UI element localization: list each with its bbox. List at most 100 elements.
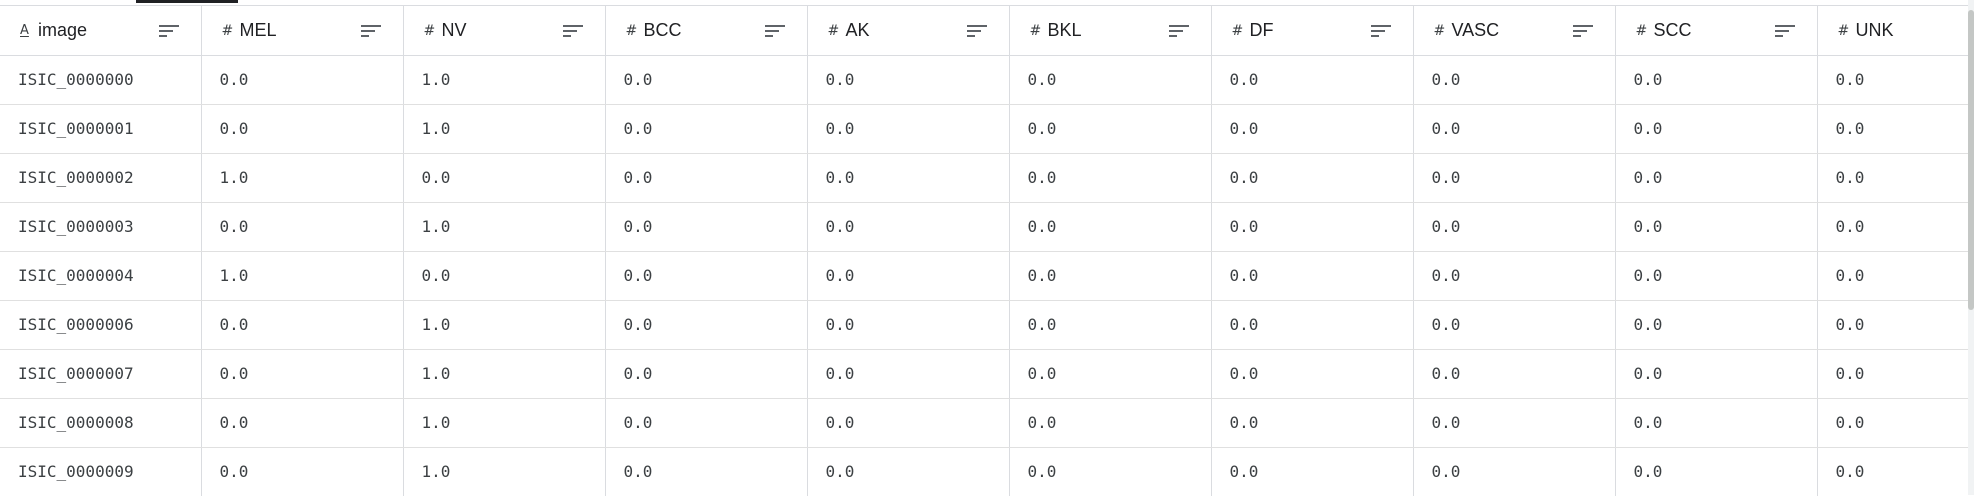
cell-unk-value[interactable]: 0.0 [1817,252,1968,301]
cell-image-id[interactable]: ISIC_0000002 [0,154,201,203]
cell-image-id[interactable]: ISIC_0000007 [0,350,201,399]
cell-ak-value[interactable]: 0.0 [807,56,1009,105]
cell-df-value[interactable]: 0.0 [1211,203,1413,252]
cell-mel-value[interactable]: 0.0 [201,448,403,496]
cell-bcc-value[interactable]: 0.0 [605,252,807,301]
sort-lines-icon[interactable] [1569,20,1597,42]
cell-nv-value[interactable]: 1.0 [403,399,605,448]
cell-scc-value[interactable]: 0.0 [1615,203,1817,252]
cell-nv-value[interactable]: 1.0 [403,301,605,350]
vertical-scrollbar[interactable] [1968,0,1974,495]
cell-vasc-value[interactable]: 0.0 [1413,154,1615,203]
cell-mel-value[interactable]: 1.0 [201,252,403,301]
cell-vasc-value[interactable]: 0.0 [1413,56,1615,105]
cell-bkl-value[interactable]: 0.0 [1009,203,1211,252]
cell-vasc-value[interactable]: 0.0 [1413,252,1615,301]
cell-df-value[interactable]: 0.0 [1211,350,1413,399]
cell-scc-value[interactable]: 0.0 [1615,399,1817,448]
cell-bkl-value[interactable]: 0.0 [1009,105,1211,154]
column-header-unk[interactable]: # UNK [1817,6,1968,56]
cell-scc-value[interactable]: 0.0 [1615,56,1817,105]
cell-df-value[interactable]: 0.0 [1211,154,1413,203]
cell-bcc-value[interactable]: 0.0 [605,105,807,154]
cell-df-value[interactable]: 0.0 [1211,252,1413,301]
sort-lines-icon[interactable] [761,20,789,42]
scrollbar-thumb[interactable] [1968,10,1974,310]
cell-nv-value[interactable]: 1.0 [403,448,605,496]
sort-lines-icon[interactable] [357,20,385,42]
cell-mel-value[interactable]: 0.0 [201,203,403,252]
cell-unk-value[interactable]: 0.0 [1817,350,1968,399]
cell-mel-value[interactable]: 0.0 [201,399,403,448]
cell-scc-value[interactable]: 0.0 [1615,448,1817,496]
sort-lines-icon[interactable] [1367,20,1395,42]
column-header-df[interactable]: # DF [1211,6,1413,56]
cell-vasc-value[interactable]: 0.0 [1413,203,1615,252]
cell-image-id[interactable]: ISIC_0000001 [0,105,201,154]
column-header-bcc[interactable]: # BCC [605,6,807,56]
cell-image-id[interactable]: ISIC_0000004 [0,252,201,301]
cell-ak-value[interactable]: 0.0 [807,203,1009,252]
cell-vasc-value[interactable]: 0.0 [1413,350,1615,399]
cell-ak-value[interactable]: 0.0 [807,350,1009,399]
column-header-vasc[interactable]: # VASC [1413,6,1615,56]
cell-bcc-value[interactable]: 0.0 [605,203,807,252]
cell-image-id[interactable]: ISIC_0000008 [0,399,201,448]
cell-bcc-value[interactable]: 0.0 [605,301,807,350]
cell-ak-value[interactable]: 0.0 [807,301,1009,350]
cell-df-value[interactable]: 0.0 [1211,301,1413,350]
cell-bcc-value[interactable]: 0.0 [605,154,807,203]
cell-mel-value[interactable]: 0.0 [201,301,403,350]
cell-bcc-value[interactable]: 0.0 [605,448,807,496]
cell-bkl-value[interactable]: 0.0 [1009,56,1211,105]
data-table-viewport[interactable]: A image # MEL [0,5,1968,496]
sort-lines-icon[interactable] [559,20,587,42]
sort-lines-icon[interactable] [155,20,183,42]
cell-unk-value[interactable]: 0.0 [1817,154,1968,203]
cell-scc-value[interactable]: 0.0 [1615,154,1817,203]
cell-bcc-value[interactable]: 0.0 [605,56,807,105]
sort-lines-icon[interactable] [1165,20,1193,42]
cell-bkl-value[interactable]: 0.0 [1009,154,1211,203]
cell-scc-value[interactable]: 0.0 [1615,301,1817,350]
cell-mel-value[interactable]: 1.0 [201,154,403,203]
cell-scc-value[interactable]: 0.0 [1615,105,1817,154]
cell-bcc-value[interactable]: 0.0 [605,399,807,448]
cell-ak-value[interactable]: 0.0 [807,252,1009,301]
column-header-bkl[interactable]: # BKL [1009,6,1211,56]
cell-unk-value[interactable]: 0.0 [1817,301,1968,350]
cell-image-id[interactable]: ISIC_0000009 [0,448,201,496]
cell-unk-value[interactable]: 0.0 [1817,399,1968,448]
cell-df-value[interactable]: 0.0 [1211,56,1413,105]
cell-scc-value[interactable]: 0.0 [1615,350,1817,399]
cell-unk-value[interactable]: 0.0 [1817,448,1968,496]
cell-bcc-value[interactable]: 0.0 [605,350,807,399]
cell-mel-value[interactable]: 0.0 [201,350,403,399]
cell-ak-value[interactable]: 0.0 [807,105,1009,154]
cell-unk-value[interactable]: 0.0 [1817,203,1968,252]
cell-bkl-value[interactable]: 0.0 [1009,252,1211,301]
cell-df-value[interactable]: 0.0 [1211,448,1413,496]
cell-nv-value[interactable]: 0.0 [403,252,605,301]
column-header-ak[interactable]: # AK [807,6,1009,56]
cell-unk-value[interactable]: 0.0 [1817,56,1968,105]
cell-vasc-value[interactable]: 0.0 [1413,301,1615,350]
cell-scc-value[interactable]: 0.0 [1615,252,1817,301]
cell-bkl-value[interactable]: 0.0 [1009,399,1211,448]
cell-nv-value[interactable]: 0.0 [403,154,605,203]
cell-bkl-value[interactable]: 0.0 [1009,448,1211,496]
cell-nv-value[interactable]: 1.0 [403,203,605,252]
cell-vasc-value[interactable]: 0.0 [1413,105,1615,154]
cell-bkl-value[interactable]: 0.0 [1009,301,1211,350]
cell-bkl-value[interactable]: 0.0 [1009,350,1211,399]
cell-mel-value[interactable]: 0.0 [201,105,403,154]
cell-df-value[interactable]: 0.0 [1211,105,1413,154]
cell-vasc-value[interactable]: 0.0 [1413,448,1615,496]
